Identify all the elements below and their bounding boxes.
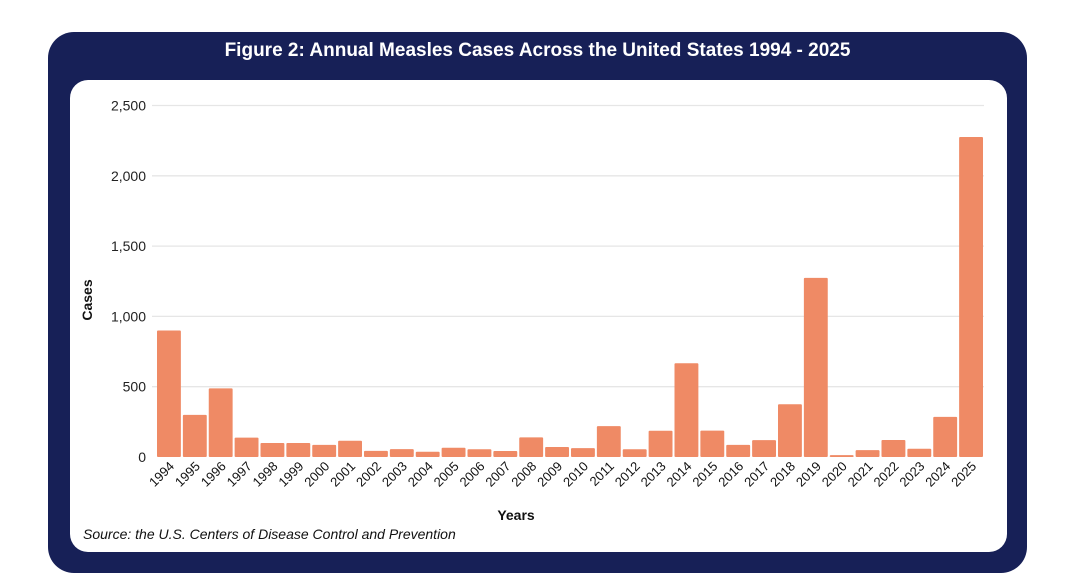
- bar-2008: [519, 437, 544, 457]
- x-tick-label: 2025: [948, 459, 979, 490]
- bar-1998: [260, 442, 285, 457]
- chart-panel: 0 500 1,000 1,500 2,000 2,500 1994 1995 1996 199…: [70, 80, 1007, 552]
- x-tick-label: 2008: [508, 459, 539, 490]
- x-tick-label: 2010: [560, 459, 591, 490]
- bar-1994: [157, 330, 181, 457]
- x-tick-label: 2006: [457, 459, 488, 490]
- x-tick-label: 2018: [767, 459, 798, 490]
- x-tick-label: 1997: [224, 459, 255, 490]
- bar-2015: [700, 430, 725, 457]
- bar-2013: [648, 430, 673, 457]
- bar-2005: [441, 447, 466, 457]
- y-tick-label: 2,500: [111, 98, 146, 114]
- figure-frame: Figure 2: Annual Measles Cases Across th…: [48, 32, 1027, 573]
- x-tick-label: 2004: [405, 459, 436, 490]
- bar-2020: [829, 455, 854, 457]
- x-tick-label: 2011: [587, 459, 617, 489]
- x-tick-label: 1995: [172, 459, 203, 490]
- bar-2003: [389, 449, 414, 457]
- x-tick-label: 2017: [741, 459, 772, 490]
- bar-2025: [959, 136, 983, 458]
- x-tick-label: 2023: [896, 459, 927, 490]
- bar-1999: [286, 442, 311, 457]
- source-note: Source: the U.S. Centers of Disease Cont…: [83, 526, 456, 542]
- x-tick-label: 1999: [275, 459, 306, 490]
- x-tick-label: 2020: [819, 459, 850, 490]
- bar-2007: [493, 450, 518, 457]
- bar-2000: [312, 444, 337, 457]
- gridlines: [152, 104, 984, 388]
- bar-2010: [571, 448, 595, 457]
- x-tick-label: 2009: [534, 459, 565, 490]
- x-tick-labels: 1994199519961997199819992000200120022003…: [146, 459, 979, 490]
- bar-2009: [545, 447, 569, 457]
- bar-2018: [778, 404, 802, 457]
- bar-1996: [208, 388, 233, 457]
- bar-2023: [907, 448, 932, 457]
- y-tick-label: 1,000: [111, 308, 146, 324]
- bar-2021: [855, 450, 880, 457]
- bar-2019: [803, 277, 828, 457]
- x-tick-label: 2014: [664, 459, 695, 490]
- bar-2016: [726, 444, 751, 457]
- x-tick-label: 2021: [845, 459, 876, 490]
- y-axis-label: Cases: [79, 279, 95, 320]
- x-axis-label: Years: [497, 507, 535, 523]
- x-tick-label: 2002: [353, 459, 384, 490]
- bar-2006: [467, 449, 492, 457]
- bar-2024: [933, 416, 958, 457]
- x-tick-label: 1994: [146, 459, 177, 490]
- chart-title: Figure 2: Annual Measles Cases Across th…: [224, 40, 851, 61]
- x-tick-label: 2005: [431, 459, 462, 490]
- bar-2001: [338, 440, 362, 457]
- bar-2002: [364, 450, 388, 457]
- x-tick-label: 2019: [793, 459, 824, 490]
- y-tick-label: 500: [123, 379, 147, 395]
- x-tick-label: 2007: [482, 459, 513, 490]
- bar-2011: [596, 426, 621, 457]
- bar-2004: [415, 451, 440, 457]
- bar-1995: [182, 414, 207, 457]
- x-tick-label: 2015: [689, 459, 720, 490]
- x-tick-label: 2013: [638, 459, 669, 490]
- bar-2017: [752, 440, 776, 457]
- y-tick-label: 2,000: [111, 168, 146, 184]
- x-tick-label: 1996: [198, 459, 229, 490]
- x-tick-label: 2024: [922, 459, 953, 490]
- x-tick-label: 1998: [250, 459, 281, 490]
- x-tick-label: 2001: [327, 459, 358, 490]
- bars: [157, 136, 983, 458]
- bar-2022: [881, 439, 906, 457]
- y-tick-label: 1,500: [111, 238, 146, 254]
- x-tick-label: 2016: [715, 459, 746, 490]
- bar-2012: [622, 449, 647, 457]
- bar-2014: [674, 363, 699, 457]
- x-tick-label: 2003: [379, 459, 410, 490]
- x-tick-label: 2012: [612, 459, 643, 490]
- y-tick-label: 0: [138, 449, 146, 465]
- y-tick-labels: 0 500 1,000 1,500 2,000 2,500: [111, 98, 146, 466]
- bar-1997: [234, 437, 259, 457]
- x-tick-label: 2022: [871, 459, 902, 490]
- x-tick-label: 2000: [301, 459, 332, 490]
